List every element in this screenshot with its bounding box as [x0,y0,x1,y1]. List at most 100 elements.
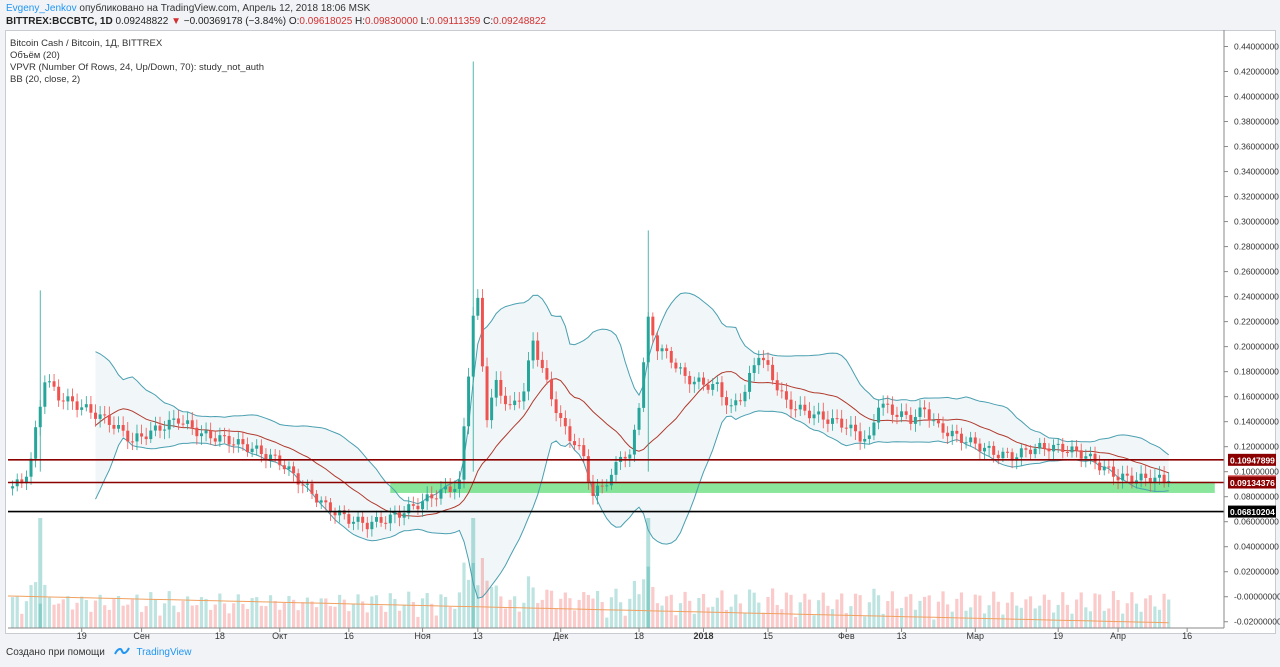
volume-bar [826,605,830,628]
price-label-text: 0.10947899 [1230,455,1275,465]
x-tick-label: 19 [1053,631,1063,641]
volume-bar [218,593,222,628]
candle-body [292,466,296,474]
volume-bar [849,606,853,628]
candle-body [186,420,190,424]
volume-bar [29,585,33,628]
candle-body [259,445,263,455]
candle-body [1052,444,1056,452]
volume-bar [794,616,798,628]
volume-bar [881,613,885,628]
candle-body [1111,466,1115,477]
bb-basis-line [95,371,1169,517]
volume-bar [969,607,973,628]
candle-body [586,456,590,482]
volume-bar [568,598,572,628]
volume-bar [632,580,637,628]
volume-spike [38,518,43,628]
volume-bar [807,599,812,628]
volume-bar [374,595,379,628]
volume-bar [1047,599,1051,628]
candle-body [720,382,724,398]
candle-body [748,372,752,392]
volume-bar [835,599,839,628]
volume-bar [655,603,660,628]
volume-bar [480,558,485,628]
candle-body [1075,446,1079,451]
author-link[interactable]: Evgeny_Jenkov [6,3,77,14]
volume-bar [540,599,544,628]
candle-body [577,445,581,447]
x-tick-label: 18 [634,631,644,641]
low-label: L: [420,16,430,27]
high-value: 0.09830000 [365,16,418,27]
candle-body [872,422,876,436]
candle-body [1056,443,1060,445]
volume-bar [1075,599,1079,628]
volume-bar [899,607,904,628]
candle-body [24,476,28,484]
candle-body [950,430,954,437]
volume-bar [89,611,93,628]
volume-bar [1125,603,1129,628]
candle-body [199,433,203,437]
candle-body [457,479,461,489]
volume-bar [158,615,162,628]
candle-body [913,416,917,424]
candle-body [222,435,226,437]
volume-bar [913,609,917,628]
volume-bar [181,600,185,628]
volume-bar [605,617,609,628]
candle-body [531,340,535,361]
volume-bar [711,606,715,628]
volume-bar [614,588,618,628]
candle-body [287,466,291,470]
candle-body [550,379,554,400]
candle-body [1158,474,1162,478]
volume-bar [688,600,692,628]
candle-body [209,430,213,439]
candle-body [959,433,963,443]
volume-bar [706,607,710,628]
volume-bar [909,594,913,628]
candle-body [752,365,756,373]
volume-bar [57,603,61,628]
candle-body [660,348,664,352]
symbol-label: BITTREX:BCCBTC, 1D [6,16,113,27]
candle-body [702,377,706,385]
candle-body [927,409,931,421]
volume-bar [720,590,724,628]
volume-bar [724,609,729,628]
tradingview-link[interactable]: TradingView [136,647,192,659]
candle-body [264,454,268,460]
volume-bar [1148,595,1152,628]
publish-line: Evgeny_Jenkov опубликовано на TradingVie… [6,3,370,14]
y-tick-label: 0.32000000 [1234,192,1279,202]
footer: Создано при помощи TradingView [6,646,191,659]
y-tick-label: 0.08000000 [1234,492,1279,502]
volume-bar [241,603,245,628]
volume-bar [116,595,121,628]
volume-bar [623,615,627,628]
volume-bar [342,599,346,628]
y-tick-label: 0.44000000 [1234,42,1279,52]
candle-body [333,512,337,516]
candle-body [849,424,853,429]
volume-bar [628,598,632,628]
candle-body [393,512,397,515]
chart-panel[interactable] [5,30,1276,634]
candle-body [503,395,507,405]
volume-bar [144,606,148,628]
candle-body [536,340,540,360]
chart-header: Evgeny_Jenkov опубликовано на TradingVie… [0,0,1280,30]
x-tick-label: Дек [553,631,568,641]
legend-title: Bitcoin Cash / Bitcoin, 1Д, BITTREX [10,38,163,49]
candle-body [126,430,130,442]
x-tick-label: Апр [1110,631,1126,641]
candle-body [757,357,761,366]
candle-body [388,514,392,524]
volume-bar [319,598,323,628]
candle-body [614,461,618,475]
legend-volume: Объём (20) [10,50,60,61]
